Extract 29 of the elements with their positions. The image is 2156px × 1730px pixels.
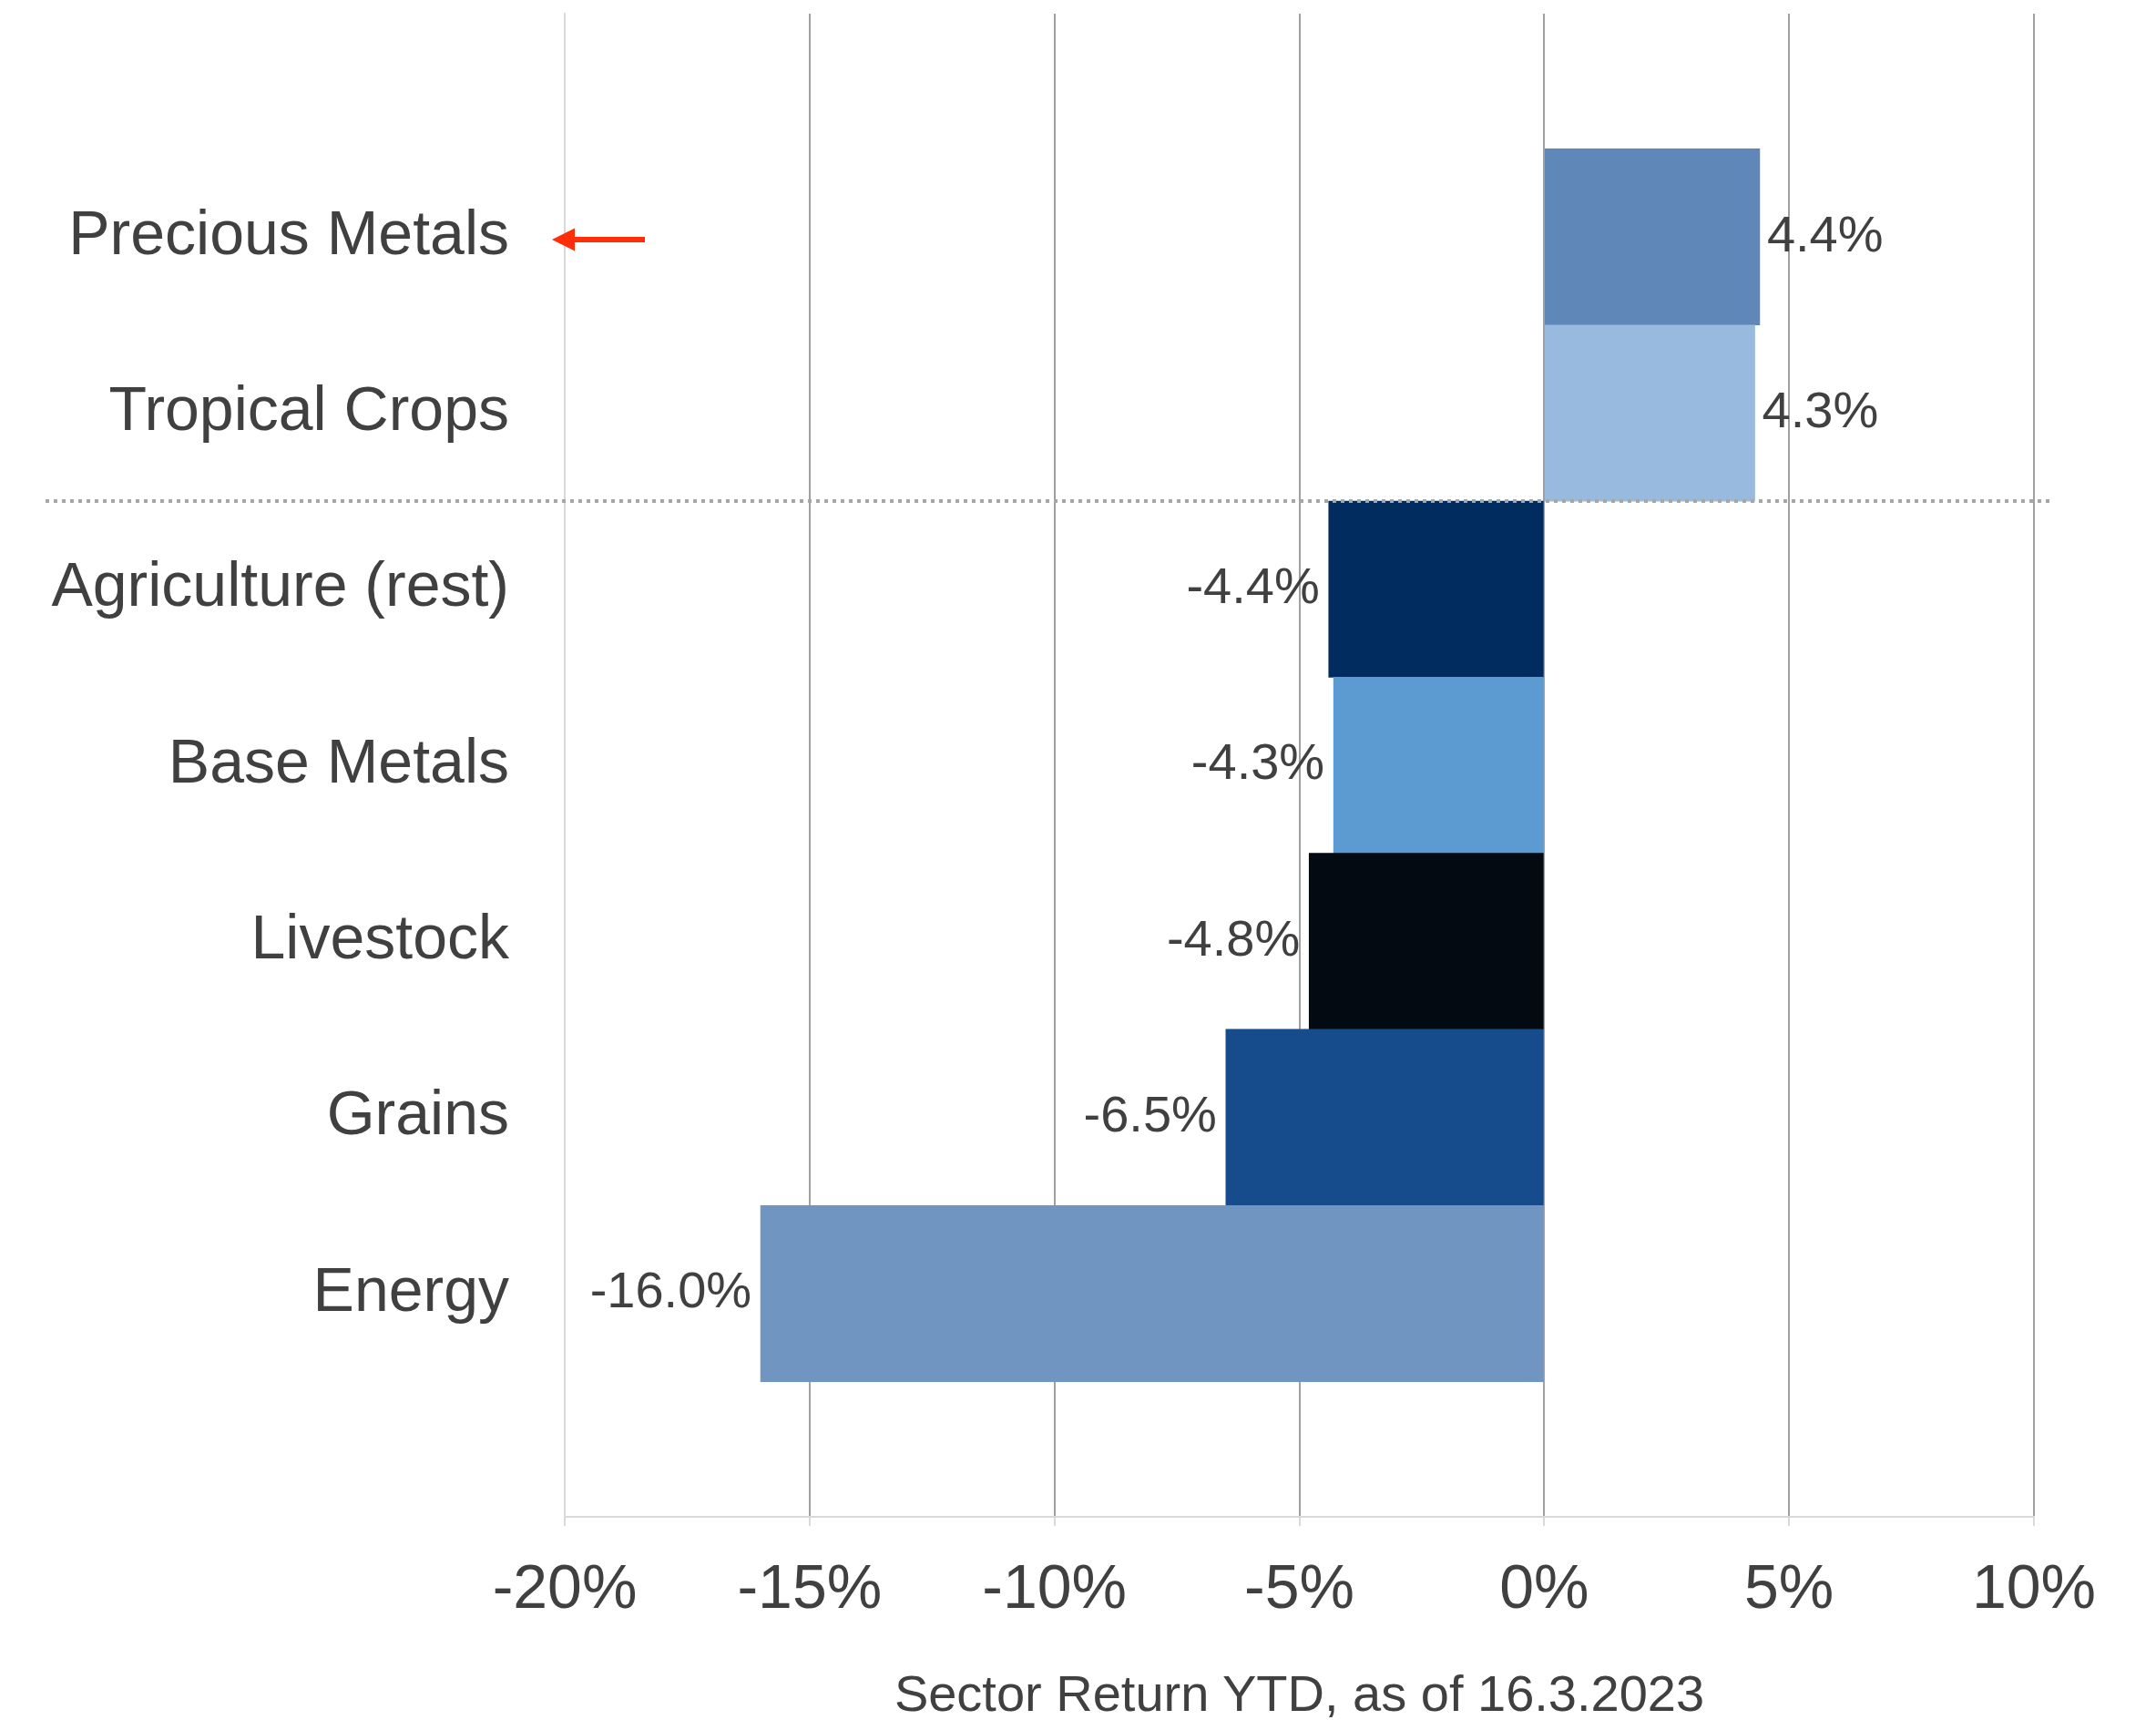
- x-tick-label: 5%: [1744, 1551, 1834, 1621]
- bar: [1328, 500, 1544, 678]
- bar: [1545, 324, 1755, 502]
- bar: [760, 1204, 1544, 1382]
- y-tick-label: Livestock: [250, 902, 510, 972]
- x-tick-label: 10%: [1971, 1551, 2097, 1621]
- data-label: -16.0%: [589, 1261, 752, 1319]
- y-tick-label: Tropical Crops: [108, 374, 509, 444]
- y-tick-label: Grains: [326, 1078, 509, 1148]
- bar: [1225, 1029, 1544, 1206]
- y-tick-label: Agriculture (rest): [51, 549, 509, 619]
- bar: [1308, 853, 1544, 1030]
- x-tick-label: 0%: [1499, 1551, 1589, 1621]
- x-tick-label: -10%: [982, 1551, 1128, 1621]
- data-label: -4.4%: [1186, 557, 1320, 615]
- data-label: -4.3%: [1190, 732, 1325, 791]
- y-tick-label: Base Metals: [168, 725, 509, 795]
- data-label: 4.3%: [1762, 380, 1879, 438]
- bar: [1545, 148, 1761, 326]
- data-label: -4.8%: [1166, 908, 1301, 967]
- x-axis-title: Sector Return YTD, as of 16.3.2023: [894, 1664, 1705, 1723]
- y-tick-label: Energy: [312, 1254, 509, 1324]
- bar: [1333, 677, 1544, 854]
- data-label: 4.4%: [1766, 204, 1884, 262]
- x-tick-label: -20%: [492, 1551, 638, 1621]
- y-tick-label: Precious Metals: [68, 197, 509, 267]
- data-label: -6.5%: [1083, 1085, 1217, 1143]
- x-tick-label: -5%: [1244, 1551, 1354, 1621]
- x-tick-label: -15%: [737, 1551, 883, 1621]
